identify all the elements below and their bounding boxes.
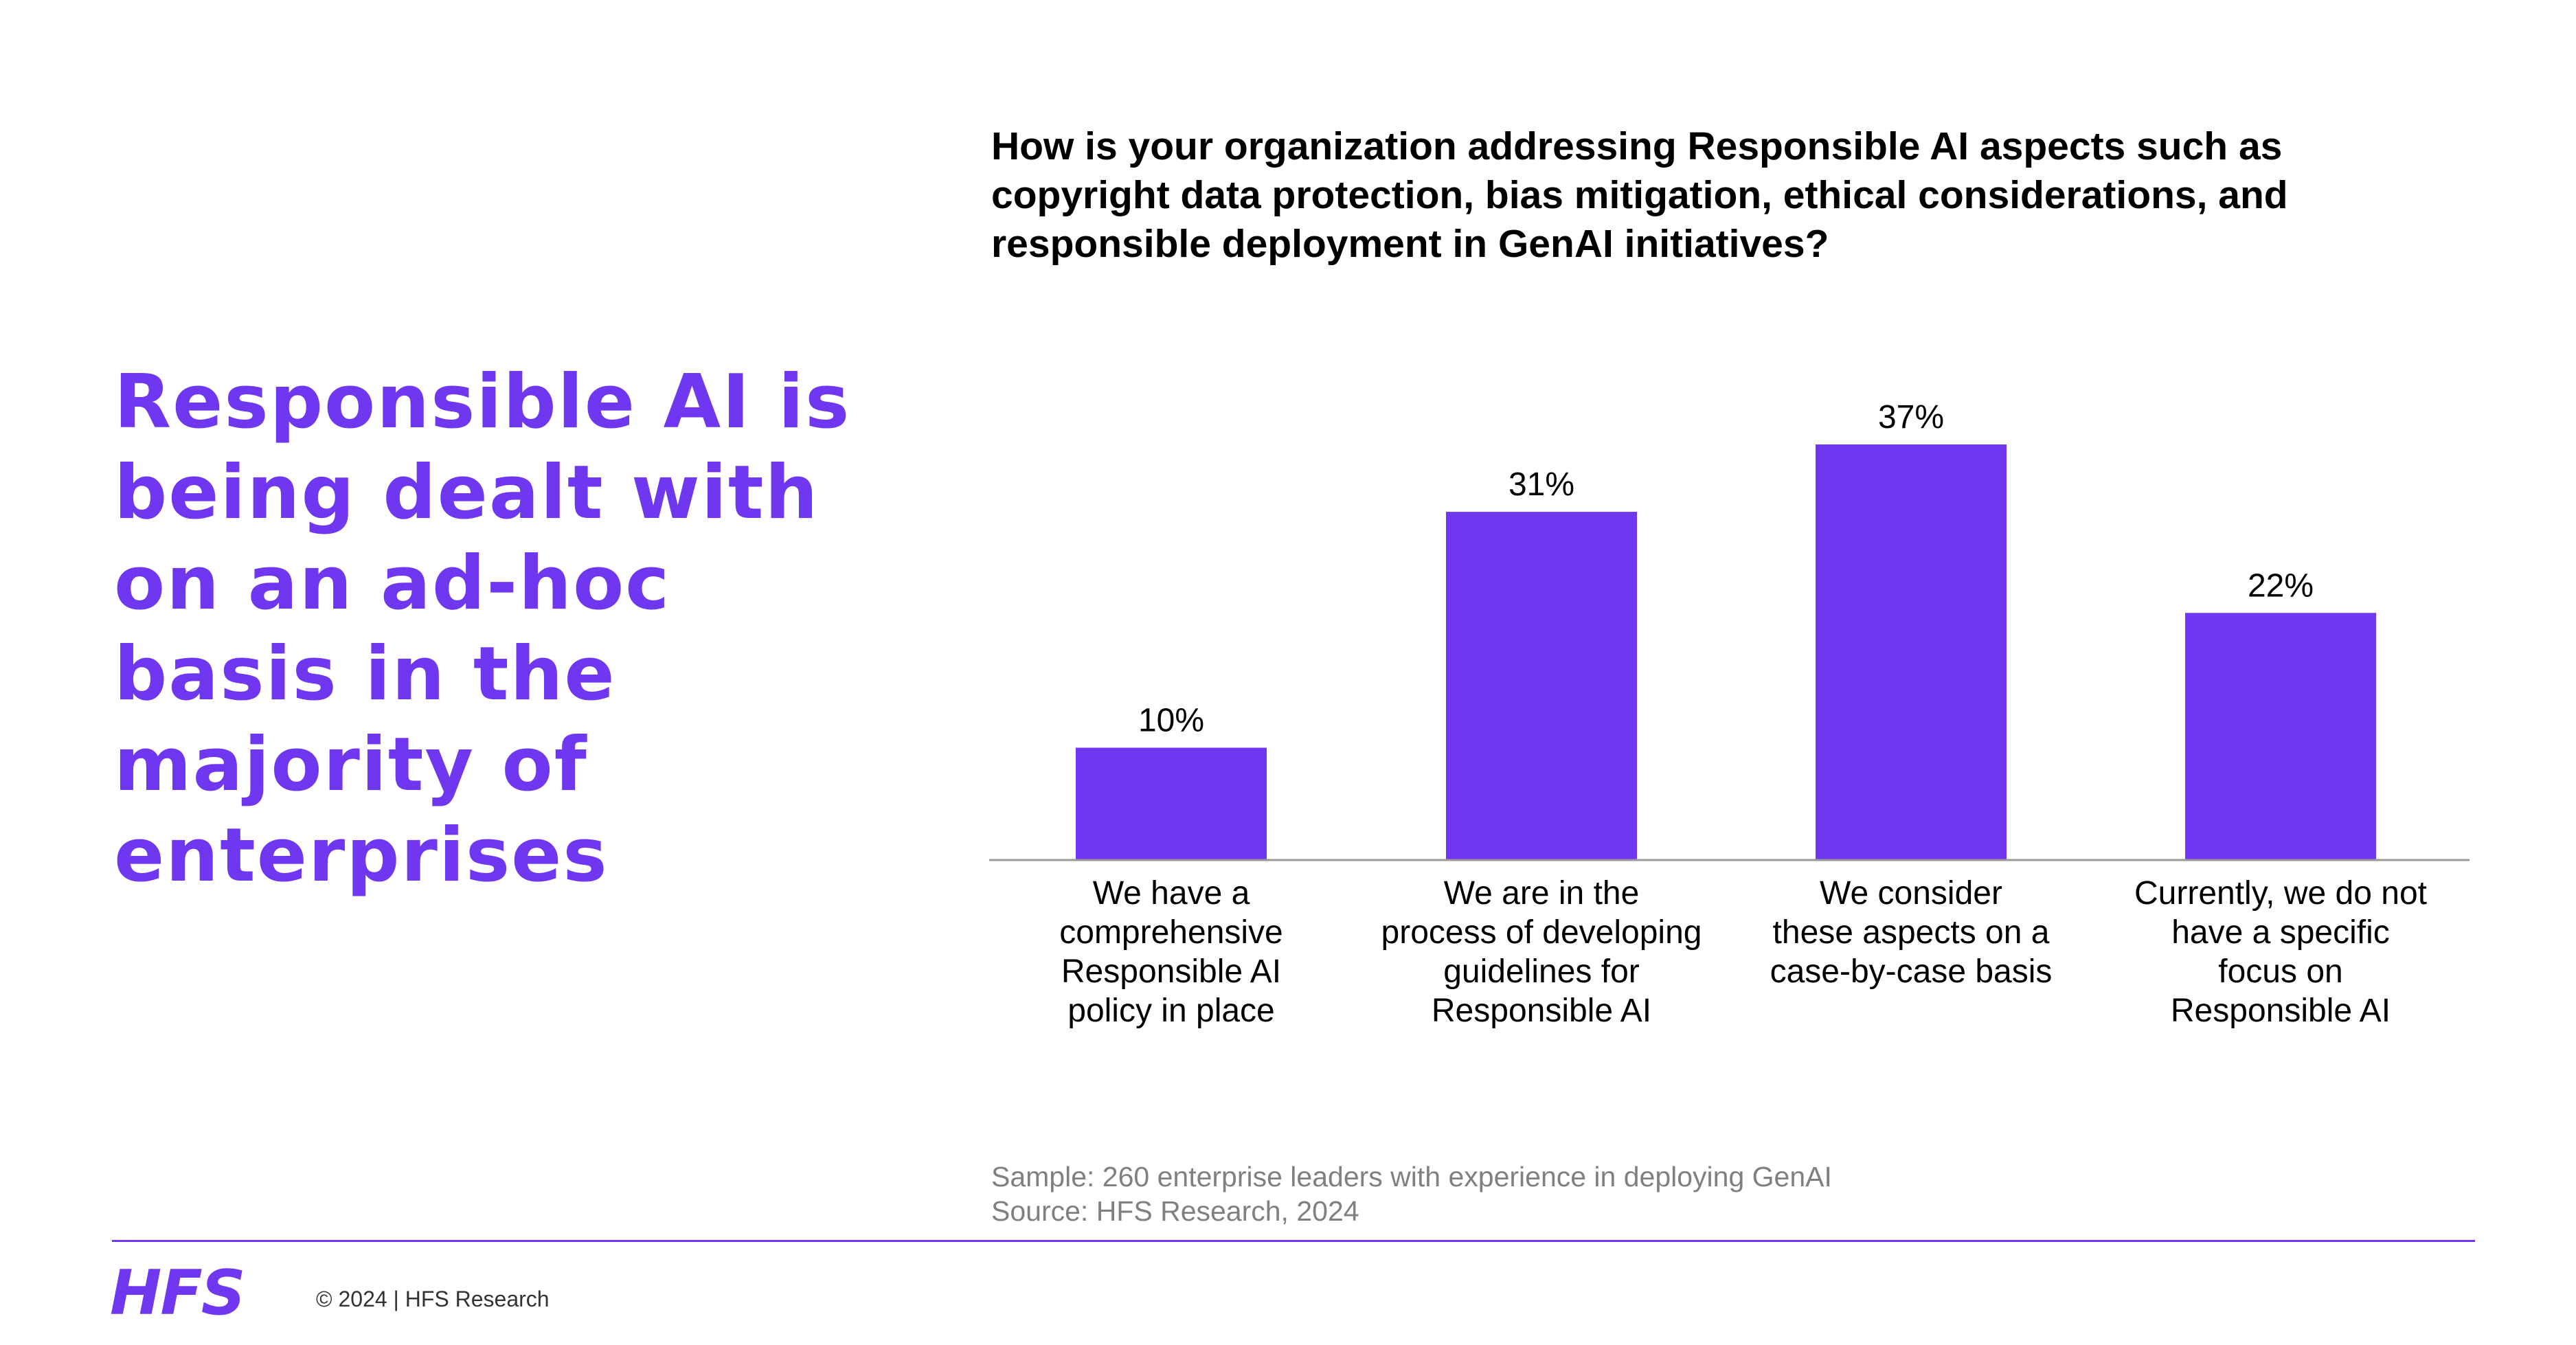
bar-1 (1076, 747, 1267, 860)
hfs-logo: HFS (110, 1257, 246, 1329)
bar-2 (1446, 512, 1637, 860)
chart-title: How is your organization addressing Resp… (991, 124, 2288, 266)
bar-3 (1816, 444, 2007, 860)
source-note: Source: HFS Research, 2024 (991, 1195, 1359, 1227)
data-label-4: 22% (2248, 567, 2314, 604)
data-label-2: 31% (1509, 466, 1574, 503)
copyright: © 2024 | HFS Research (316, 1287, 550, 1311)
bar-4 (2185, 613, 2376, 860)
data-label-1: 10% (1138, 702, 1204, 738)
footer-divider (112, 1240, 2475, 1242)
category-label-2: We are in the process of developing guidel… (1381, 875, 1702, 1029)
data-label-3: 37% (1878, 399, 1944, 436)
category-label-1: We have a comprehensive Responsible AI poli… (1059, 875, 1283, 1029)
category-label-4: Currently, we do not have a specific focus… (2134, 875, 2427, 1029)
headline: Responsible AI is being dealt with on an… (114, 359, 851, 898)
category-label-3: We consider these aspects on a case-by-cas… (1770, 875, 2053, 990)
footnotes: Sample: 260 enterprise leaders with expe… (991, 1160, 1832, 1228)
sample-note: Sample: 260 enterprise leaders with expe… (991, 1161, 1832, 1193)
